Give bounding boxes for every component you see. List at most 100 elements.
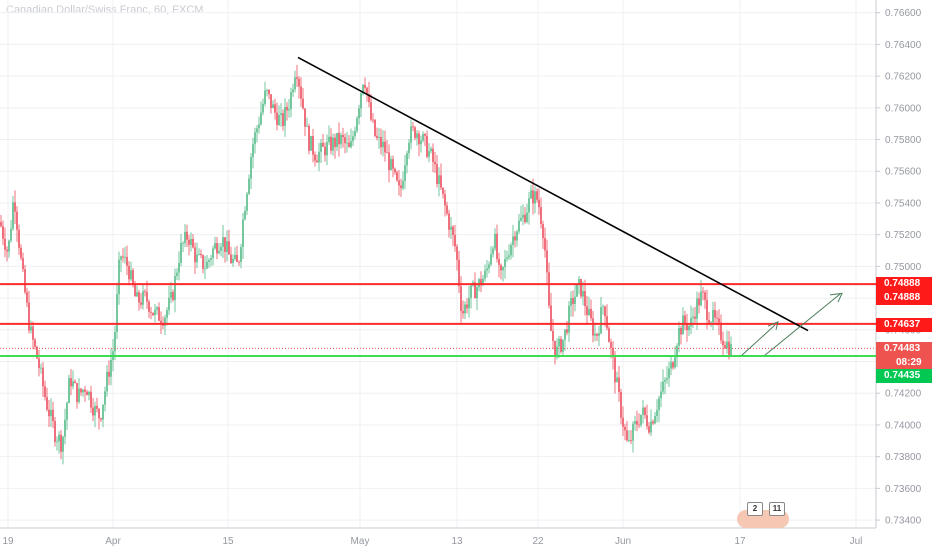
candle-body — [574, 296, 576, 304]
candle-body — [536, 191, 538, 200]
candle-body — [598, 333, 600, 336]
candle-body — [62, 436, 64, 452]
candle-body — [426, 135, 428, 157]
candle-body — [488, 264, 490, 269]
candle-body — [114, 331, 116, 352]
candle-body — [652, 421, 654, 424]
candle-body — [136, 292, 138, 297]
candle-body — [260, 112, 262, 125]
candle-body — [438, 175, 440, 185]
candle-body — [460, 286, 462, 312]
candle-body — [102, 404, 104, 420]
candle-body — [342, 134, 344, 138]
candle-body — [540, 207, 542, 225]
candle-body — [626, 430, 628, 441]
candle-body — [264, 90, 266, 104]
candle-body — [116, 294, 118, 332]
candle-body — [226, 241, 228, 252]
candle-body — [572, 298, 574, 304]
candle-body — [222, 237, 224, 247]
candle-body — [180, 243, 182, 263]
candle-body — [510, 245, 512, 256]
y-tick-label: 0.73800 — [885, 452, 922, 463]
candle-body — [602, 306, 604, 308]
candle-body — [172, 291, 174, 301]
candle-body — [236, 254, 238, 262]
x-tick-label: May — [351, 536, 370, 547]
candle-body — [230, 254, 232, 264]
candle-body — [688, 326, 690, 331]
candle-body — [122, 256, 124, 258]
x-tick-label: 13 — [451, 536, 463, 547]
x-tick-label: Jun — [615, 536, 631, 547]
candle-body — [194, 247, 196, 263]
candle-body — [380, 137, 382, 148]
candle-body — [616, 377, 618, 383]
candle-body — [452, 226, 454, 235]
candle-body — [422, 134, 424, 141]
candle-body — [80, 388, 82, 393]
candle-body — [436, 164, 438, 185]
candle-body — [134, 284, 136, 297]
candle-body — [330, 136, 332, 151]
candle-body — [8, 240, 10, 252]
candle-body — [456, 246, 458, 260]
candle-body — [714, 309, 716, 318]
level-badge-upper-2: 0.74888 — [876, 291, 932, 305]
candle-body — [614, 357, 616, 383]
candle-body — [262, 103, 264, 113]
candle-body — [94, 405, 96, 416]
candle-body — [268, 90, 270, 95]
candle-body — [666, 378, 668, 380]
trendline — [297, 56, 809, 332]
candle-body — [430, 148, 432, 152]
candle-body — [98, 408, 100, 419]
candle-body — [700, 291, 702, 306]
candle-body — [392, 159, 394, 169]
candle-body — [590, 308, 592, 319]
candle-body — [10, 228, 12, 241]
candle-body — [476, 287, 478, 299]
candle-body — [148, 301, 150, 312]
candle-body — [340, 134, 342, 145]
candle-body — [124, 256, 126, 258]
candle-body — [288, 109, 290, 111]
candle-body — [54, 421, 56, 442]
candle-body — [592, 318, 594, 336]
candle-body — [30, 326, 32, 331]
candle-body — [374, 119, 376, 136]
candle-body — [604, 306, 606, 317]
candle-body — [366, 87, 368, 95]
candle-body — [490, 254, 492, 265]
candle-body — [632, 423, 634, 441]
candle-body — [350, 141, 352, 148]
candle-body — [258, 124, 260, 129]
candle-body — [348, 142, 350, 148]
candle-body — [404, 165, 406, 181]
candle-body — [270, 94, 272, 108]
candle-body — [252, 144, 254, 158]
candle-body — [670, 362, 672, 369]
candle-body — [32, 326, 34, 340]
candle-body — [72, 381, 74, 387]
candle-body — [526, 212, 528, 223]
candle-body — [594, 333, 596, 336]
candle-body — [218, 250, 220, 254]
candle-body — [224, 237, 226, 252]
candle-body — [416, 133, 418, 138]
candle-body — [316, 160, 318, 163]
candle-body — [546, 250, 548, 273]
x-tick-label: 19 — [2, 536, 14, 547]
candle-body — [216, 243, 218, 254]
candle-body — [68, 378, 70, 403]
candle-body — [58, 434, 60, 442]
candle-body — [720, 322, 722, 341]
candle-body — [508, 255, 510, 258]
candle-body — [672, 362, 674, 368]
y-tick-label: 0.76600 — [885, 8, 922, 19]
candle-body — [462, 311, 464, 314]
candle-body — [608, 328, 610, 343]
candle-body — [628, 440, 630, 441]
candle-body — [410, 126, 412, 143]
